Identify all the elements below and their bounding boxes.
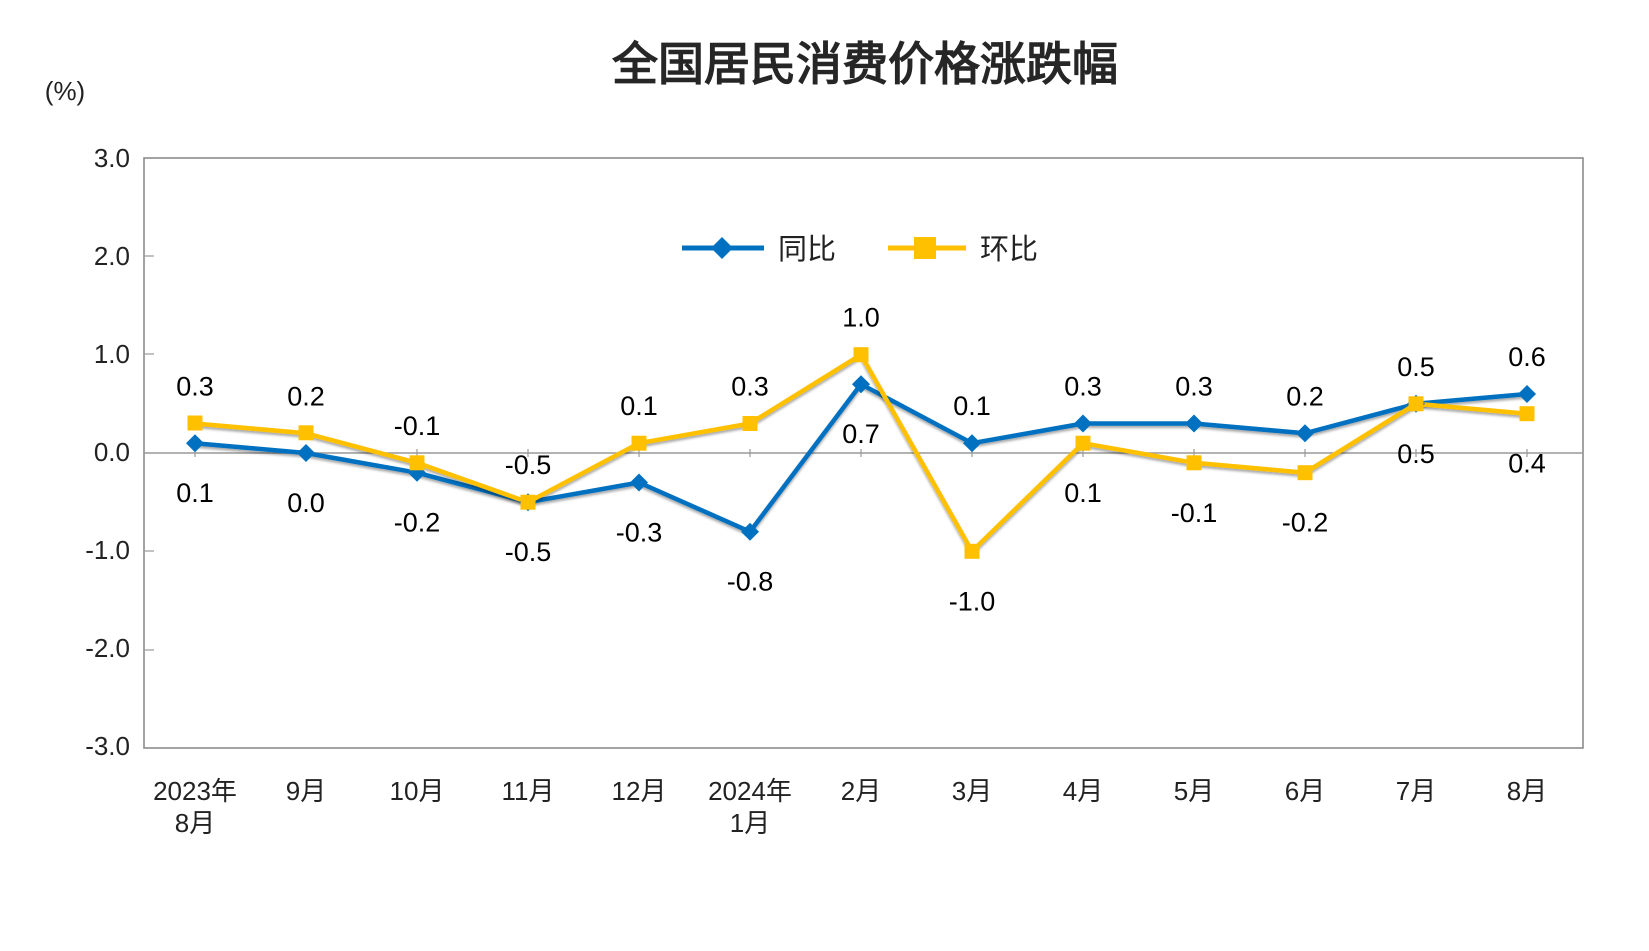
svg-text:3月: 3月 — [952, 776, 992, 806]
svg-text:-0.8: -0.8 — [727, 567, 774, 597]
svg-text:0.4: 0.4 — [1508, 449, 1546, 479]
svg-text:3.0: 3.0 — [94, 143, 130, 173]
svg-text:-0.1: -0.1 — [394, 411, 441, 441]
svg-text:0.3: 0.3 — [1064, 372, 1102, 402]
svg-text:0.1: 0.1 — [620, 391, 658, 421]
svg-text:全国居民消费价格涨跌幅: 全国居民消费价格涨跌幅 — [611, 38, 1118, 90]
svg-text:-0.2: -0.2 — [394, 508, 441, 538]
svg-text:环比: 环比 — [980, 233, 1038, 266]
svg-text:2月: 2月 — [841, 776, 881, 806]
svg-text:-0.1: -0.1 — [1171, 498, 1218, 528]
svg-text:5月: 5月 — [1174, 776, 1214, 806]
svg-text:2024年: 2024年 — [708, 776, 792, 806]
svg-text:0.7: 0.7 — [842, 419, 880, 449]
svg-text:1.0: 1.0 — [94, 339, 130, 369]
svg-text:0.1: 0.1 — [1064, 478, 1102, 508]
svg-text:6月: 6月 — [1285, 776, 1325, 806]
svg-text:-3.0: -3.0 — [85, 731, 130, 761]
svg-text:0.1: 0.1 — [953, 391, 991, 421]
svg-text:0.5: 0.5 — [1397, 439, 1435, 469]
svg-text:8月: 8月 — [1507, 776, 1547, 806]
svg-text:(%): (%) — [45, 76, 85, 106]
svg-text:11月: 11月 — [502, 776, 555, 806]
svg-text:0.3: 0.3 — [176, 372, 214, 402]
svg-text:-0.2: -0.2 — [1282, 508, 1329, 538]
svg-text:0.2: 0.2 — [1286, 381, 1324, 411]
svg-text:-0.3: -0.3 — [616, 518, 663, 548]
svg-text:12月: 12月 — [612, 776, 667, 806]
svg-text:1.0: 1.0 — [842, 303, 880, 333]
svg-text:9月: 9月 — [286, 776, 326, 806]
svg-text:0.2: 0.2 — [287, 381, 325, 411]
svg-text:-0.5: -0.5 — [505, 450, 552, 480]
svg-text:-1.0: -1.0 — [85, 535, 130, 565]
svg-text:0.0: 0.0 — [287, 488, 325, 518]
svg-text:8月: 8月 — [175, 808, 215, 838]
svg-text:同比: 同比 — [778, 233, 836, 266]
svg-text:4月: 4月 — [1063, 776, 1103, 806]
svg-text:0.1: 0.1 — [176, 478, 214, 508]
svg-text:0.5: 0.5 — [1397, 352, 1435, 382]
svg-text:7月: 7月 — [1396, 776, 1436, 806]
svg-text:0.3: 0.3 — [1175, 372, 1213, 402]
svg-text:0.0: 0.0 — [94, 437, 130, 467]
svg-text:2.0: 2.0 — [94, 241, 130, 271]
svg-text:-0.5: -0.5 — [505, 537, 552, 567]
svg-text:-1.0: -1.0 — [949, 586, 996, 616]
svg-text:0.6: 0.6 — [1508, 342, 1546, 372]
svg-text:1月: 1月 — [730, 808, 770, 838]
svg-text:-2.0: -2.0 — [85, 633, 130, 663]
svg-text:10月: 10月 — [390, 776, 445, 806]
svg-text:2023年: 2023年 — [153, 776, 237, 806]
svg-text:0.3: 0.3 — [731, 372, 769, 402]
